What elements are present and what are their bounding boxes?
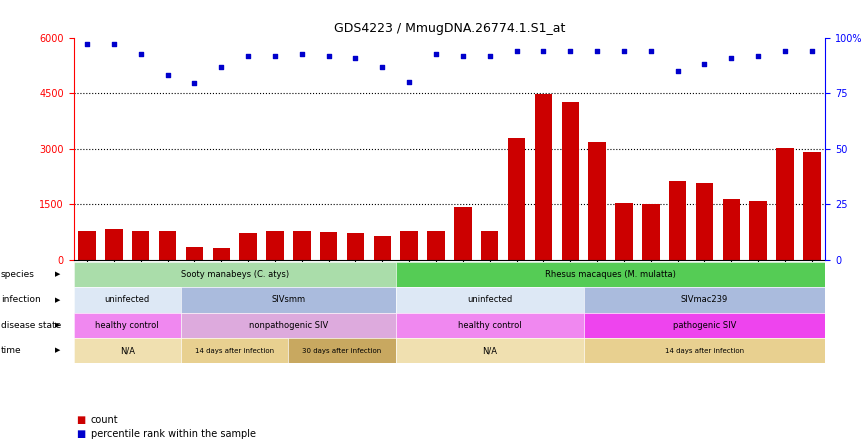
Text: Rhesus macaques (M. mulatta): Rhesus macaques (M. mulatta) [545, 270, 676, 279]
Bar [105, 230, 123, 260]
Text: percentile rank within the sample: percentile rank within the sample [91, 429, 256, 439]
Text: nonpathogenic SIV: nonpathogenic SIV [249, 321, 328, 330]
Bar [266, 230, 284, 260]
Point [107, 41, 120, 48]
Bar [534, 94, 553, 260]
Title: GDS4223 / MmugDNA.26774.1.S1_at: GDS4223 / MmugDNA.26774.1.S1_at [333, 22, 565, 35]
Text: count: count [91, 415, 119, 424]
Text: N/A: N/A [120, 346, 135, 355]
Bar [695, 183, 714, 260]
Point [751, 53, 765, 60]
Point [643, 48, 658, 55]
Point [160, 71, 174, 78]
Bar [588, 142, 606, 260]
Bar [132, 231, 150, 260]
Text: ■: ■ [76, 429, 86, 439]
Point [80, 41, 94, 48]
Text: uninfected: uninfected [467, 295, 513, 305]
Bar [615, 203, 633, 260]
Text: ▶: ▶ [55, 297, 60, 303]
Text: SIVmac239: SIVmac239 [681, 295, 728, 305]
Text: disease state: disease state [1, 321, 61, 330]
Point [482, 53, 496, 60]
Point [670, 67, 684, 75]
Bar [642, 204, 660, 260]
Bar [454, 207, 472, 260]
Point [214, 64, 228, 71]
Point [133, 51, 147, 58]
Bar [803, 152, 821, 260]
Text: species: species [1, 270, 35, 279]
Point [617, 48, 630, 55]
Bar [400, 230, 418, 260]
Text: pathogenic SIV: pathogenic SIV [673, 321, 736, 330]
Bar [776, 148, 794, 260]
Text: SIVsmm: SIVsmm [271, 295, 306, 305]
Text: healthy control: healthy control [95, 321, 159, 330]
Point [509, 48, 523, 55]
Text: infection: infection [1, 295, 41, 305]
Bar [212, 248, 230, 260]
Bar [669, 181, 687, 260]
Point [187, 79, 201, 87]
Text: uninfected: uninfected [105, 295, 150, 305]
Text: Sooty manabeys (C. atys): Sooty manabeys (C. atys) [181, 270, 288, 279]
Bar [481, 231, 499, 260]
Bar [78, 231, 96, 260]
Bar [320, 232, 338, 260]
Text: 30 days after infection: 30 days after infection [302, 348, 382, 353]
Text: 14 days after infection: 14 days after infection [195, 348, 275, 353]
Bar [561, 103, 579, 260]
Point [429, 51, 443, 58]
Bar [749, 201, 767, 260]
Bar [507, 138, 526, 260]
Bar [722, 199, 740, 260]
Point [698, 61, 712, 68]
Text: 14 days after infection: 14 days after infection [665, 348, 744, 353]
Bar [293, 230, 311, 260]
Point [778, 48, 792, 55]
Point [241, 53, 255, 60]
Text: N/A: N/A [482, 346, 497, 355]
Point [536, 48, 551, 55]
Point [268, 53, 281, 60]
Bar [346, 233, 365, 260]
Text: ▶: ▶ [55, 322, 60, 328]
Bar [427, 231, 445, 260]
Point [376, 64, 390, 71]
Point [322, 53, 336, 60]
Bar [185, 247, 204, 260]
Point [294, 51, 308, 58]
Point [591, 48, 604, 55]
Text: ▶: ▶ [55, 272, 60, 278]
Point [724, 55, 738, 62]
Point [456, 53, 469, 60]
Bar [373, 236, 391, 260]
Point [805, 48, 818, 55]
Bar [239, 233, 257, 260]
Text: ▶: ▶ [55, 348, 60, 353]
Point [348, 55, 362, 62]
Point [402, 79, 416, 86]
Text: healthy control: healthy control [458, 321, 521, 330]
Bar [158, 231, 177, 260]
Text: ■: ■ [76, 415, 86, 424]
Point [563, 48, 577, 55]
Text: time: time [1, 346, 22, 355]
